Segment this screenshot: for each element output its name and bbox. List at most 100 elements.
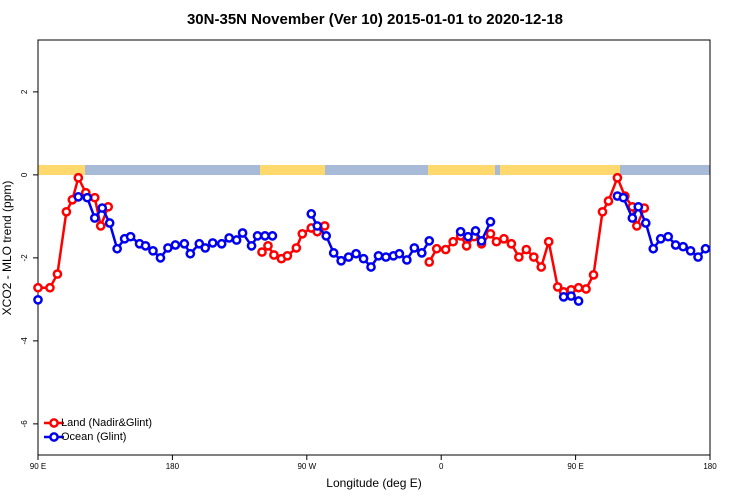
data-point [207, 238, 218, 248]
data-point [82, 192, 93, 203]
x-tick-label: 180 [703, 462, 717, 471]
data-point [291, 243, 302, 253]
legend-marker [49, 418, 59, 428]
data-point [678, 241, 688, 252]
x-tick-label: 90 E [567, 462, 583, 471]
data-point [461, 240, 472, 251]
data-point [366, 262, 376, 272]
data-point [485, 216, 496, 227]
data-point [485, 228, 496, 239]
data-point [224, 233, 234, 243]
data-point [358, 253, 369, 264]
data-point [321, 231, 332, 241]
data-point [269, 250, 279, 260]
data-point [700, 243, 711, 254]
data-point [33, 282, 43, 293]
data-point [536, 262, 547, 272]
data-point [297, 228, 308, 239]
data-point [73, 192, 84, 202]
data-point [45, 282, 55, 293]
data-point [33, 294, 43, 305]
land-band [260, 165, 325, 175]
data-point [409, 243, 420, 253]
x-tick-label: 90 E [30, 462, 46, 471]
data-point [155, 253, 166, 263]
land-band [38, 165, 85, 175]
data-point [424, 257, 435, 267]
data-point [633, 201, 644, 212]
data-point [257, 247, 267, 257]
data-point [163, 243, 173, 253]
data-point [312, 221, 323, 231]
data-point [237, 228, 248, 238]
data-point [581, 284, 591, 294]
data-point [558, 292, 569, 302]
y-tick-label: 2 [20, 89, 29, 94]
data-point [97, 203, 108, 213]
data-point [552, 282, 563, 292]
data-point [306, 209, 317, 219]
data-point [343, 252, 354, 262]
data-point [263, 240, 273, 251]
ocean-band [38, 165, 710, 175]
x-tick-label: 0 [439, 462, 444, 471]
data-point [373, 250, 384, 261]
data-point [416, 248, 427, 258]
data-point [231, 235, 242, 245]
data-point [89, 213, 100, 223]
data-point [112, 243, 122, 254]
data-point [631, 221, 642, 231]
data-point [267, 231, 278, 241]
data-point [140, 240, 151, 251]
data-point [448, 236, 458, 247]
data-point [655, 233, 666, 244]
data-point [89, 192, 100, 203]
data-point [282, 250, 293, 261]
data-point [252, 231, 263, 241]
data-point [463, 231, 473, 242]
data-point [476, 236, 487, 246]
data-point [216, 238, 227, 249]
land-mask-strip [38, 165, 710, 175]
y-tick-label: 0 [20, 172, 29, 177]
data-point [663, 231, 674, 242]
data-point [260, 231, 270, 241]
data-point [328, 248, 339, 258]
data-point [179, 238, 190, 249]
data-point [148, 245, 158, 256]
data-point [603, 196, 614, 206]
data-point [394, 248, 405, 259]
data-point [104, 218, 115, 228]
data-point [491, 236, 502, 247]
data-point [573, 282, 584, 293]
data-point [52, 269, 63, 279]
data-point [543, 236, 554, 247]
data-point [670, 240, 681, 250]
data-point [514, 252, 524, 262]
data-point [402, 255, 412, 265]
x-axis-label: Longitude (deg E) [326, 476, 421, 490]
data-point [618, 192, 629, 203]
data-point [351, 248, 361, 259]
data-point [648, 243, 659, 254]
data-point [125, 231, 136, 242]
data-point [440, 244, 451, 255]
y-tick-label: -4 [20, 337, 29, 345]
data-point [528, 252, 539, 262]
data-point [200, 243, 211, 253]
data-point [640, 218, 651, 228]
data-point [61, 206, 72, 217]
data-point [573, 296, 584, 306]
data-point [95, 221, 106, 231]
data-point [588, 270, 599, 280]
data-point [566, 291, 576, 301]
legend-label: Land (Nadir&Glint) [61, 417, 152, 429]
x-tick-label: 90 W [297, 462, 316, 471]
data-point [185, 248, 196, 259]
y-tick-label: -2 [20, 254, 29, 262]
data-point [470, 226, 481, 236]
land-band [500, 165, 620, 175]
data-point [73, 172, 84, 183]
